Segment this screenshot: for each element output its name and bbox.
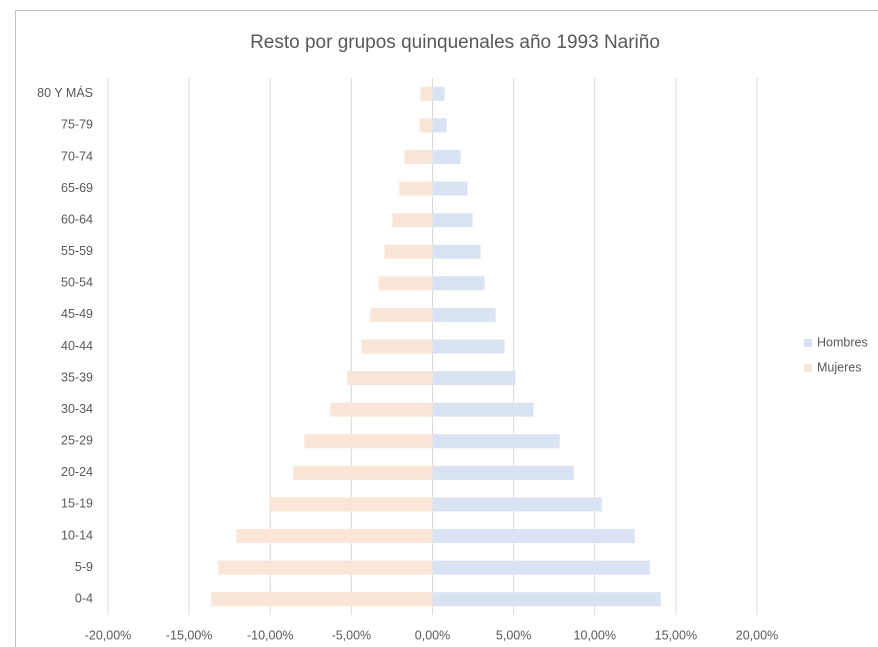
x-tick-label: -20,00%: [85, 628, 132, 642]
bar: [432, 213, 473, 228]
legend-label: Mujeres: [817, 360, 861, 374]
bar: [432, 402, 534, 417]
bar: [218, 560, 433, 575]
y-tick-label: 20-24: [61, 465, 93, 479]
bar: [419, 118, 433, 133]
chart-title: Resto por grupos quinquenales año 1993 N…: [250, 32, 660, 53]
bar: [432, 465, 574, 480]
bar: [432, 307, 496, 322]
bar: [370, 307, 433, 322]
y-tick-label: 80 Y MÁS: [37, 85, 93, 100]
y-tick-label: 65-69: [61, 181, 93, 195]
y-tick-label: 40-44: [61, 339, 93, 353]
bar: [330, 402, 433, 417]
x-tick-label: 10,00%: [574, 628, 616, 642]
y-tick-label: 15-19: [61, 497, 93, 511]
bar: [432, 371, 516, 386]
bar: [270, 497, 433, 512]
bar: [432, 339, 505, 354]
bar: [432, 592, 661, 607]
x-tick-label: 15,00%: [655, 628, 697, 642]
bar: [361, 339, 433, 354]
bar: [236, 529, 433, 544]
y-tick-label: 30-34: [61, 402, 93, 416]
bar: [432, 181, 468, 196]
y-tick-label: 25-29: [61, 434, 93, 448]
bar: [304, 434, 433, 449]
bar: [378, 276, 433, 291]
y-tick-label: 50-54: [61, 276, 93, 290]
bar: [404, 149, 433, 164]
legend-swatch: [804, 364, 812, 372]
bar: [432, 118, 447, 133]
bar: [432, 276, 485, 291]
x-tick-label: -5,00%: [332, 628, 372, 642]
bar: [347, 371, 433, 386]
legend-label: Hombres: [817, 335, 868, 349]
x-tick-label: 0,00%: [415, 628, 450, 642]
y-tick-label: 55-59: [61, 244, 93, 258]
x-tick-label: -15,00%: [166, 628, 213, 642]
bar: [432, 497, 602, 512]
bar: [432, 529, 635, 544]
bar: [293, 465, 433, 480]
y-tick-label: 75-79: [61, 118, 93, 132]
y-tick-label: 45-49: [61, 307, 93, 321]
bar: [432, 560, 650, 575]
x-tick-label: -10,00%: [247, 628, 294, 642]
y-tick-label: 0-4: [75, 592, 93, 606]
bar: [384, 244, 433, 259]
bar: [432, 149, 461, 164]
y-tick-label: 70-74: [61, 149, 93, 163]
y-tick-label: 5-9: [75, 560, 93, 574]
bar: [432, 244, 481, 259]
bar: [420, 86, 433, 101]
y-tick-label: 35-39: [61, 370, 93, 384]
y-tick-label: 10-14: [61, 528, 93, 542]
legend-swatch: [804, 339, 812, 347]
y-tick-label: 60-64: [61, 212, 93, 226]
bar: [432, 434, 560, 449]
bar: [392, 213, 433, 228]
bar: [211, 592, 433, 607]
x-tick-label: 5,00%: [496, 628, 531, 642]
bar: [432, 86, 445, 101]
x-tick-label: 20,00%: [736, 628, 778, 642]
bar: [399, 181, 433, 196]
